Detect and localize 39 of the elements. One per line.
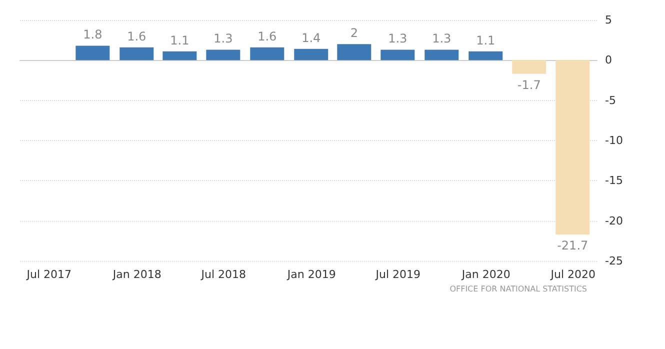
y-tick-label: -15 — [605, 174, 623, 188]
y-tick-label: -20 — [605, 214, 623, 228]
x-tick-label: Jul 2018 — [200, 268, 246, 281]
bar — [424, 50, 459, 60]
y-tick-label: -25 — [605, 254, 623, 268]
y-tick-label: -10 — [605, 134, 623, 147]
x-tick-label: Jul 2020 — [550, 268, 596, 281]
x-tick-label: Jan 2020 — [460, 268, 510, 281]
bar — [380, 50, 415, 60]
y-tick-label: -5 — [605, 94, 616, 107]
x-tick-label: Jan 2018 — [112, 268, 162, 281]
data-label: 1.6 — [258, 29, 277, 44]
y-tick-label: 5 — [605, 14, 612, 26]
bar — [250, 47, 284, 60]
bar — [294, 48, 328, 60]
bar — [512, 60, 546, 74]
bar — [337, 44, 372, 60]
x-tick-label: Jul 2017 — [26, 268, 72, 281]
data-label: 1.3 — [388, 32, 408, 46]
bar — [76, 46, 110, 60]
data-label: 1.3 — [214, 32, 233, 46]
text: OFFICE FOR NATIONAL STATISTICS — [450, 284, 588, 294]
bar — [556, 60, 590, 234]
bar — [162, 51, 197, 60]
data-label: 1.4 — [302, 30, 321, 45]
x-tick-label: Jan 2019 — [286, 268, 336, 281]
data-label: 1.1 — [170, 33, 190, 48]
data-label: 1.6 — [127, 29, 146, 44]
data-label: 2 — [350, 26, 358, 40]
data-label: 1.3 — [432, 32, 452, 46]
bar — [468, 51, 503, 60]
data-label: 1.8 — [83, 28, 102, 42]
y-tick-label: 0 — [605, 54, 612, 67]
bar — [120, 47, 154, 60]
data-label: -21.7 — [557, 238, 588, 252]
data-label: 1.1 — [476, 33, 496, 48]
x-tick-label: Jul 2019 — [374, 268, 421, 281]
data-label: -1.7 — [517, 78, 541, 92]
bar — [206, 50, 240, 60]
